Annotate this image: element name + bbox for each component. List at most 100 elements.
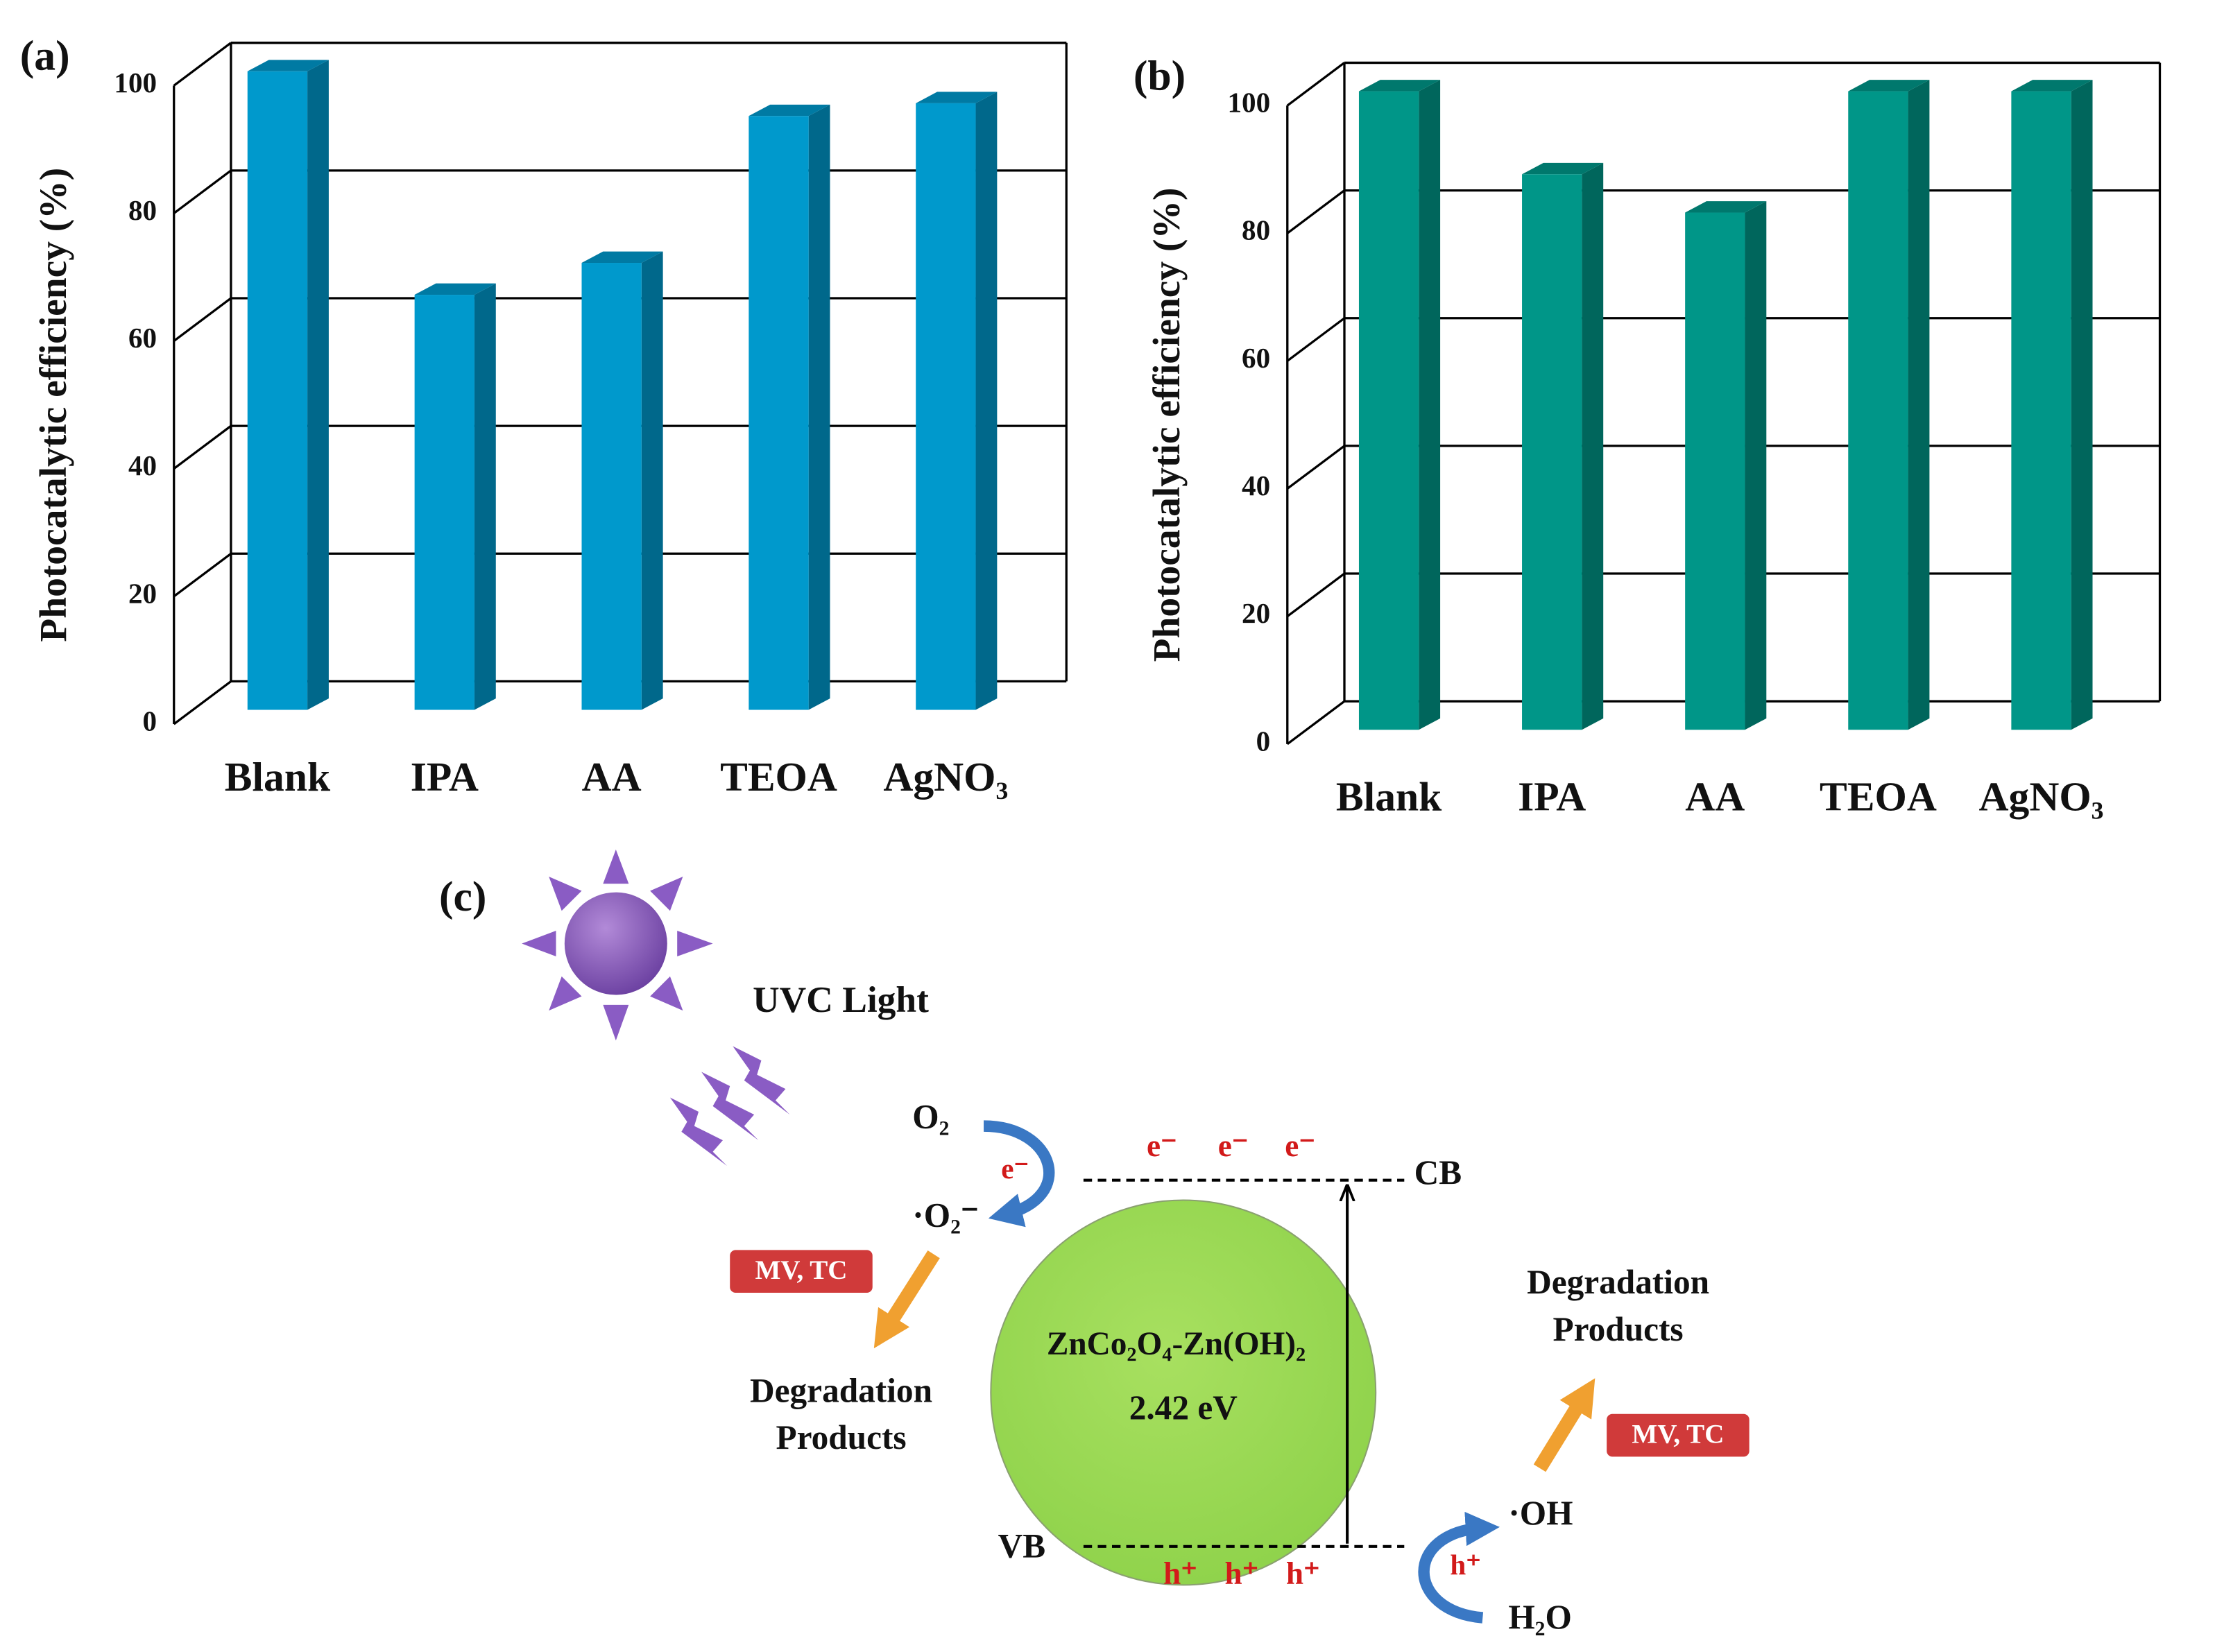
bar-side (1419, 80, 1441, 730)
bar (916, 103, 976, 710)
grid-line (173, 42, 232, 87)
grid-line (173, 424, 232, 470)
water-label: H₂O (1508, 1598, 1572, 1636)
bar-side (808, 104, 830, 710)
bar-side (1745, 201, 1767, 730)
bar (1685, 212, 1745, 730)
y-tick-label: 20 (128, 577, 157, 609)
products-label: Degradation (750, 1371, 932, 1409)
y-tick-label: 100 (1227, 87, 1270, 119)
x-tick-label: TEOA (1820, 774, 1937, 820)
bar (2011, 91, 2071, 730)
oxygen-label: O₂ (912, 1098, 949, 1136)
pollutant-box (1607, 1413, 1750, 1457)
y-tick-label: 80 (1242, 214, 1270, 246)
y-tick-label: 0 (1256, 725, 1271, 757)
y-tick-label: 20 (1242, 597, 1270, 629)
vb-label: VB (998, 1526, 1046, 1565)
bar-side (641, 251, 663, 710)
bar-top (247, 60, 329, 71)
sun-icon (522, 849, 713, 1041)
panel-label: (c) (439, 873, 486, 920)
y-tick-label: 100 (114, 67, 157, 98)
catalyst-particle (990, 1199, 1377, 1586)
hole-label: h⁺ (1450, 1549, 1481, 1581)
pollutant-box (730, 1250, 873, 1293)
y-axis-label: Photocatalytic efficiency (%) (33, 168, 75, 642)
pollutant-label: MV, TC (1632, 1420, 1724, 1449)
electron-label: e⁻ (1285, 1128, 1315, 1163)
products-label: Products (1553, 1310, 1684, 1348)
superoxide-label: ·O₂⁻ (912, 1196, 979, 1234)
grid-line (1286, 445, 1345, 490)
hole-transfer-arrow (1418, 1511, 1500, 1624)
bar (1848, 91, 1908, 730)
light-label: UVC Light (753, 979, 929, 1020)
bar-top (916, 92, 998, 103)
hole-label: h⁺ (1286, 1556, 1320, 1590)
x-tick-label: AgNO₃ (883, 754, 1008, 800)
x-tick-label: Blank (1336, 774, 1442, 820)
bar-top (749, 104, 830, 117)
electron-transfer-arrow (983, 1120, 1055, 1228)
x-tick-label: TEOA (720, 754, 837, 800)
panel-label: (b) (1134, 52, 1186, 99)
bar (749, 116, 809, 710)
grid-line (1286, 317, 1345, 362)
bar (1522, 174, 1582, 730)
x-tick-label: AgNO₃ (1979, 774, 2104, 820)
products-label: Degradation (1527, 1263, 1709, 1301)
light-rays (669, 1046, 790, 1167)
x-tick-label: AA (1685, 774, 1745, 820)
x-tick-label: AA (582, 754, 642, 800)
bar-side (975, 92, 998, 710)
grid-line (1286, 62, 1345, 107)
grid-line (173, 680, 232, 725)
bar-side (474, 283, 496, 710)
y-tick-label: 40 (128, 449, 157, 481)
grid-line (1286, 572, 1345, 618)
charts: 0 20 40 60 80 100 (a) Photocatalytic efficiency… (20, 33, 2162, 820)
grid-line (1286, 700, 1345, 746)
catalyst-label: ZnCo₂O₄-Zn(OH)₂ (1047, 1326, 1306, 1362)
bar-top (1522, 162, 1604, 175)
y-tick-label: 60 (128, 322, 157, 354)
x-tick-label: Blank (225, 754, 331, 800)
y-tick-label: 60 (1242, 342, 1270, 374)
bar-top (1848, 80, 1930, 92)
bar-side (1582, 162, 1604, 730)
products-label: Products (776, 1418, 906, 1456)
bar-side (1908, 80, 1930, 730)
cb-label: CB (1414, 1153, 1462, 1191)
y-tick-label: 40 (1242, 470, 1270, 501)
bar-side (2071, 80, 2093, 730)
electron-label: e⁻ (1147, 1128, 1177, 1163)
bar-side (307, 60, 329, 710)
bar-top (581, 251, 663, 264)
hole-label: h⁺ (1163, 1556, 1197, 1590)
bar (414, 295, 474, 710)
bar-top (414, 283, 496, 295)
grid-line (1286, 189, 1345, 234)
y-axis-label: Photocatalytic efficiency (%) (1146, 188, 1188, 662)
bar (1358, 91, 1419, 730)
y-tick-label: 0 (143, 705, 157, 737)
electron-label: e⁻ (1218, 1128, 1249, 1163)
pollutant-label: MV, TC (755, 1255, 847, 1285)
y-tick-label: 80 (128, 194, 157, 226)
electron-label: e⁻ (1001, 1153, 1029, 1185)
bar-top (1685, 201, 1767, 213)
bar-top (1358, 80, 1441, 92)
grid-line (173, 169, 232, 214)
hole-label: h⁺ (1225, 1556, 1259, 1590)
mechanism-diagram: (c) UVC Light e⁻ e⁻ e⁻ h⁺ h⁺ h⁺ CB VB Zn… (439, 849, 1750, 1636)
grid-line (173, 552, 232, 598)
bar (581, 263, 642, 710)
x-tick-label: IPA (1518, 774, 1586, 820)
hydroxyl-label: ·OH (1508, 1494, 1573, 1532)
degradation-arrow (873, 1250, 940, 1349)
grid-line (173, 297, 232, 342)
x-tick-label: IPA (411, 754, 479, 800)
degradation-arrow (1533, 1378, 1596, 1472)
